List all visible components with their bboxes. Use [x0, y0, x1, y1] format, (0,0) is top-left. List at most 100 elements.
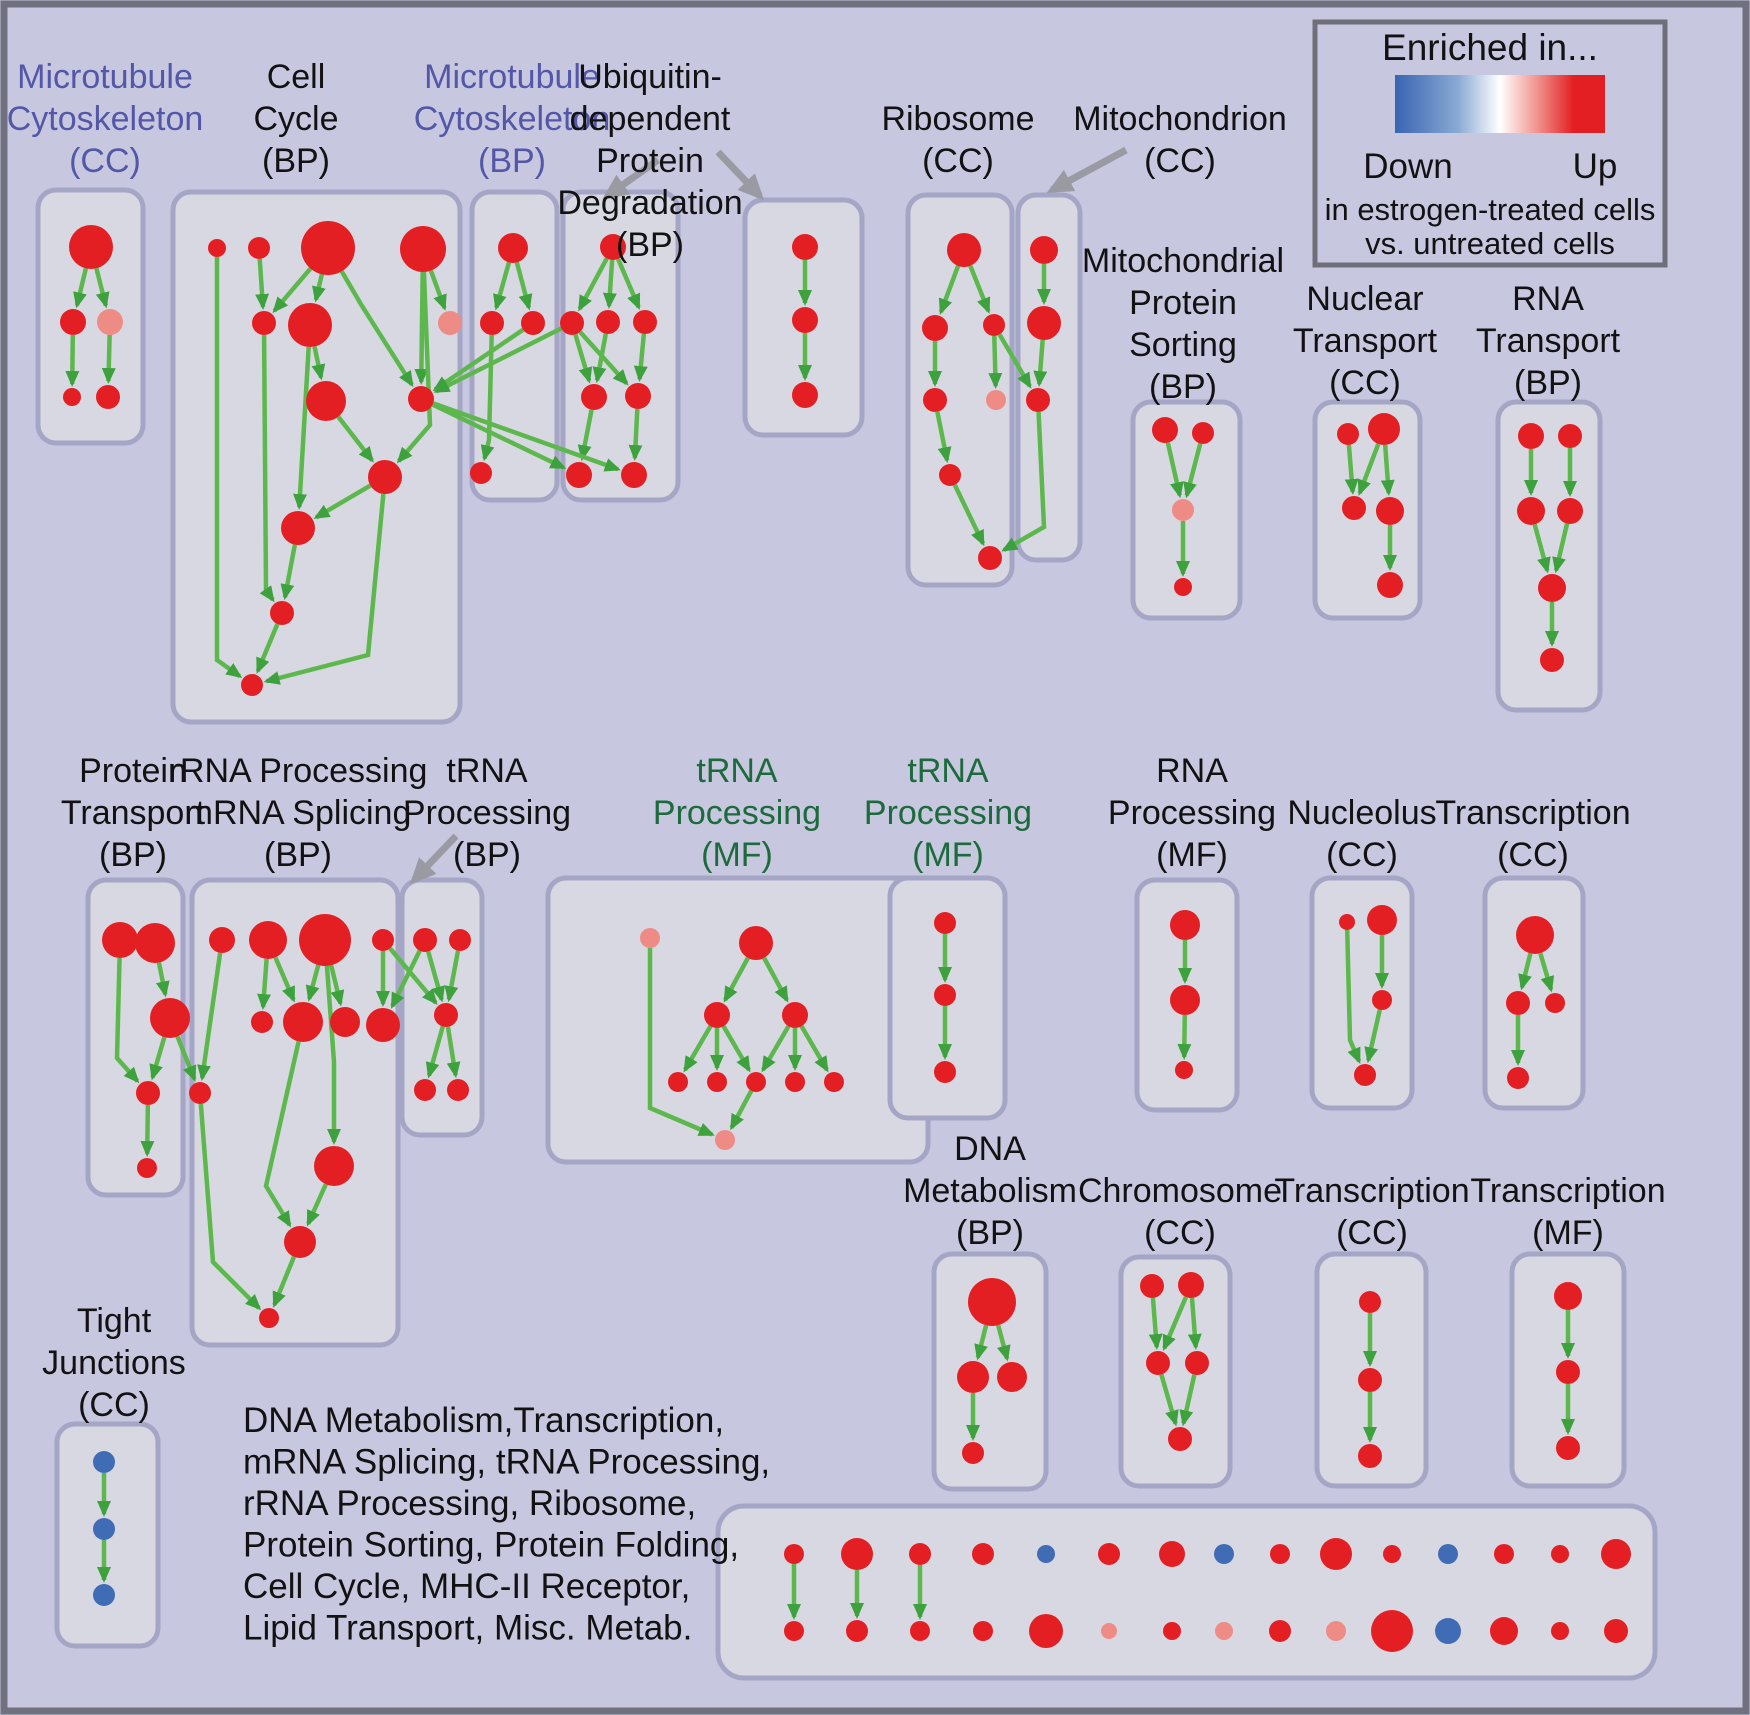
cluster-label-nucleolus: Nucleolus — [1287, 794, 1436, 832]
cluster-label-dna-metabolism: (BP) — [956, 1214, 1024, 1252]
edge-cell-cycle — [214, 257, 243, 679]
node-trna-mf-2-b — [934, 984, 956, 1006]
cluster-label-ribosome: Ribosome — [881, 100, 1034, 138]
node-nucleolus-tl — [1339, 914, 1355, 930]
node-ubiquitin-deg-2-t — [792, 234, 818, 260]
node-bottom-panel-top-11 — [1383, 1545, 1401, 1563]
cluster-label-chromosome: Chromosome — [1078, 1172, 1282, 1210]
edge-cell-cycle — [259, 334, 275, 603]
edge-ribosome-cc — [988, 335, 1003, 390]
node-rrna-mrna-t3 — [299, 914, 351, 966]
node-bottom-panel-bottom-12 — [1435, 1618, 1461, 1644]
edge-cell-cycle — [396, 271, 433, 464]
node-transcription-mf-a — [1554, 1282, 1582, 1310]
edge-rrna-mrna — [198, 1103, 262, 1311]
legend-box — [1312, 19, 1668, 268]
edge-ribosome-cc — [968, 264, 991, 314]
node-trna-bp-m — [434, 1003, 458, 1027]
node-cell-cycle-h — [306, 381, 346, 421]
node-tight-junctions-b — [93, 1518, 115, 1540]
legend-condition-line: vs. untreated cells — [1365, 226, 1615, 261]
node-trna-mf-1-b3 — [746, 1072, 766, 1092]
node-bottom-panel-top-1 — [784, 1544, 804, 1564]
node-chromosome-ml — [1146, 1351, 1170, 1375]
node-rrna-mrna-l1 — [189, 1082, 211, 1104]
node-ribosome-cc-mid — [939, 464, 961, 486]
edge-rrna-mrna — [305, 964, 321, 1002]
edge-cross — [997, 333, 1032, 389]
label-pointer-arrow-icon — [602, 157, 661, 200]
edge-ribosome-cc — [935, 411, 952, 464]
cluster-label-mito-protein-sorting: Mitochondrial — [1082, 242, 1284, 280]
edge-rrna-mrna — [197, 952, 223, 1082]
node-ribosome-cc-t — [947, 233, 981, 267]
node-ubiquitin-deg-1-b1 — [566, 462, 592, 488]
edge-microtubule-cc — [73, 267, 89, 309]
node-transcription-cc-mid-mr — [1545, 993, 1565, 1013]
footnote-line: mRNA Splicing, tRNA Processing, — [243, 1443, 770, 1482]
edge-trna-mf-1 — [721, 1025, 751, 1073]
edge-trna-mf-1 — [683, 1025, 713, 1073]
cluster-label-transcription-cc-bottom: Transcription — [1274, 1172, 1469, 1210]
node-ubiquitin-deg-1-t — [600, 234, 626, 260]
cluster-label-microtubule-cc: Microtubule — [17, 58, 193, 96]
node-transcription-mf-b — [1556, 1360, 1580, 1384]
cluster-label-rrna-mrna: rRNA Processing — [169, 752, 428, 790]
cluster-label-microtubule-bp: (BP) — [478, 142, 546, 180]
node-bottom-panel-top-12 — [1438, 1544, 1458, 1564]
cluster-label-nuclear-transport: Transport — [1293, 322, 1438, 360]
node-trna-bp-b2 — [447, 1079, 469, 1101]
edge-cell-cycle — [336, 415, 374, 463]
edge-rrna-mrna — [328, 964, 345, 1007]
edge-trna-mf-1 — [647, 948, 715, 1137]
node-bottom-panel-bottom-11 — [1371, 1610, 1413, 1652]
cluster-label-ubiquitin: Protein — [596, 142, 704, 180]
cluster-label-rna-processing-mf: Processing — [1108, 794, 1276, 832]
edge-trna-mf-1 — [762, 956, 789, 1003]
cluster-label-rna-transport: RNA — [1512, 280, 1584, 318]
cluster-label-nuclear-transport: Nuclear — [1306, 280, 1423, 318]
node-bottom-panel-bottom-10 — [1326, 1621, 1346, 1641]
node-nucleolus-b — [1354, 1064, 1376, 1086]
node-mitochondrion-cc-m — [1027, 306, 1061, 340]
edge-mito-protein-sorting — [1183, 443, 1203, 499]
cluster-label-protein-transport: Transport — [61, 794, 206, 832]
node-nuclear-transport-b — [1377, 572, 1403, 598]
edge-cell-cycle — [293, 346, 311, 511]
edge-microtubule-bp — [493, 261, 512, 311]
edge-trna-mf-1 — [799, 1025, 829, 1073]
cluster-box-rrna-mrna — [189, 877, 401, 1348]
cluster-label-trna-bp: Processing — [403, 794, 571, 832]
label-pointer-arrow-icon — [715, 149, 765, 201]
node-bottom-panel-bottom-15 — [1604, 1619, 1628, 1643]
edge-protein-transport — [140, 1104, 155, 1158]
node-rrna-mrna-t2 — [249, 921, 287, 959]
cluster-box-rna-transport — [1495, 399, 1603, 713]
edge-cross — [388, 946, 438, 1006]
node-rrna-mrna-l4 — [259, 1308, 279, 1328]
node-microtubule-bp-cl — [480, 311, 504, 335]
cluster-label-mitochondrion: Mitochondrion — [1073, 100, 1287, 138]
cluster-label-ubiquitin: (BP) — [616, 226, 684, 264]
cluster-label-microtubule-bp: Cytoskeleton — [414, 100, 611, 138]
edge-ubiquitin-deg-1 — [577, 409, 594, 462]
node-microtubule-cc-b — [60, 309, 86, 335]
node-rna-transport-mr — [1557, 498, 1583, 524]
cluster-label-mito-protein-sorting: (BP) — [1149, 368, 1217, 406]
node-bottom-panel-bottom-2 — [846, 1620, 868, 1642]
node-cell-cycle-i — [408, 386, 434, 412]
edge-cross — [175, 1035, 197, 1082]
node-rna-transport-tl — [1518, 423, 1544, 449]
node-nucleolus-mr — [1372, 990, 1392, 1010]
node-rrna-mrna-l2 — [314, 1146, 354, 1186]
node-ubiquitin-deg-1-c1 — [560, 311, 584, 335]
node-ubiquitin-deg-1-b2 — [621, 462, 647, 488]
node-bottom-panel-bottom-9 — [1269, 1620, 1291, 1642]
node-cell-cycle-e — [438, 311, 462, 335]
cluster-label-rrna-mrna: (BP) — [264, 836, 332, 874]
cluster-box-nuclear-transport — [1312, 399, 1423, 621]
node-bottom-panel-bottom-1 — [784, 1621, 804, 1641]
node-cell-cycle-m — [241, 674, 263, 696]
node-trna-mf-1-t — [739, 926, 773, 960]
cluster-label-dna-metabolism: DNA — [954, 1130, 1026, 1168]
